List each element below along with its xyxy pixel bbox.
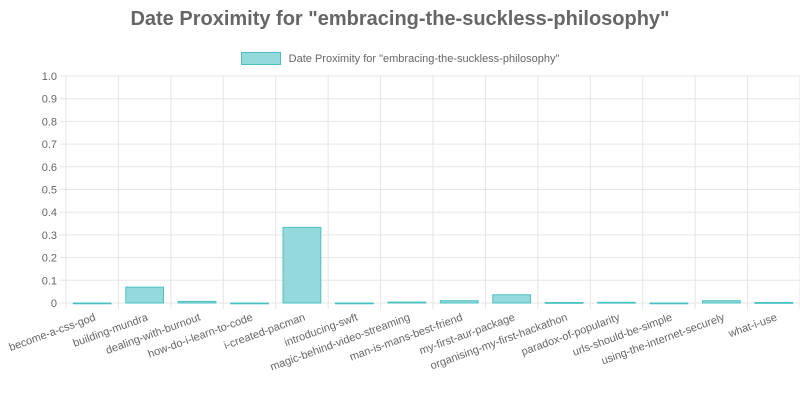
bar-paradox-of-popularity[interactable]: [597, 301, 636, 304]
y-tick-label: 0.1: [42, 275, 57, 287]
x-tick-label: what-i-use: [726, 312, 779, 341]
x-tick-label: become-a-css-god: [8, 312, 98, 354]
bar-man-is-mans-best-friend[interactable]: [439, 300, 479, 304]
bar-dealing-with-burnout[interactable]: [177, 300, 217, 304]
bar-building-mundra[interactable]: [125, 286, 165, 304]
y-tick-label: 0.6: [42, 162, 57, 174]
y-tick-label: 0.3: [42, 230, 57, 242]
bar-how-do-i-learn-to-code[interactable]: [230, 302, 269, 305]
bar-my-first-aur-package[interactable]: [492, 294, 532, 304]
bar-organising-my-first-hackathon[interactable]: [544, 302, 584, 304]
y-tick-label: 1.0: [42, 71, 57, 83]
bar-introducing-swft[interactable]: [334, 302, 374, 305]
bar-become-a-css-god[interactable]: [72, 302, 112, 305]
y-tick-label: 0.9: [42, 94, 57, 106]
bar-what-i-use[interactable]: [754, 302, 794, 304]
chart-title: Date Proximity for "embracing-the-suckle…: [130, 8, 670, 30]
legend-label[interactable]: Date Proximity for "embracing-the-suckle…: [288, 52, 560, 65]
y-tick-label: 0.7: [42, 139, 57, 151]
bar-i-created-pacman[interactable]: [282, 226, 322, 304]
bar-magic-behind-video-streaming[interactable]: [387, 301, 427, 304]
bar-urls-should-be-simple[interactable]: [649, 302, 689, 305]
y-tick-label: 0: [51, 298, 57, 310]
y-tick-label: 0.8: [42, 116, 57, 128]
y-tick-label: 0.2: [42, 253, 57, 265]
y-tick-label: 0.4: [42, 207, 57, 219]
bar-using-the-internet-securely[interactable]: [701, 300, 741, 304]
legend[interactable]: Date Proximity for "embracing-the-suckle…: [0, 52, 800, 65]
legend-swatch[interactable]: [240, 52, 281, 65]
y-tick-label: 0.5: [42, 185, 57, 197]
